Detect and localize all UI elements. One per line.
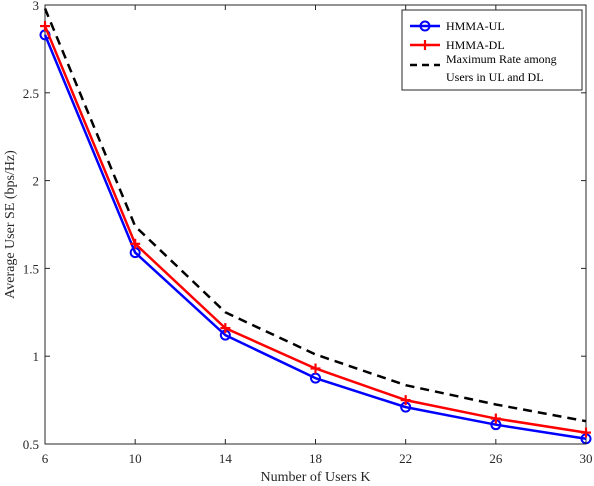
series-hmma-ul [39,29,592,445]
data-point [310,363,321,374]
legend-entry: Maximum Rate among Users in UL and DL [410,52,557,84]
legend-marker [419,20,431,32]
axes-layer: 6 10 14 18 22 26 30 0.5 1 1.5 2 2.5 3 [23,0,593,466]
y-tick-label: 2 [33,174,40,189]
y-tick-label: 2.5 [23,86,39,101]
y-tick-label: 0.5 [23,437,39,452]
legend-label: HMMA-UL [446,19,505,33]
y-tick-label: 1 [33,349,40,364]
data-point [310,372,321,384]
data-point [400,395,411,406]
y-tick-label: 3 [33,0,40,13]
x-tick-label: 14 [219,451,233,466]
legend-entry: HMMA-UL [410,19,505,33]
legend-entry: HMMA-DL [410,38,505,52]
x-tick-label: 10 [129,451,142,466]
y-tick-label: 1.5 [23,261,39,276]
series-line [43,34,587,440]
legend-box [401,9,583,91]
legend-label: HMMA-DL [446,38,505,52]
x-tick-label: 22 [399,451,412,466]
data-point [490,413,501,424]
data-point [220,323,231,334]
x-tick-label: 30 [580,451,593,466]
x-axis-label: Number of Users K [260,470,370,485]
series-maximum-rate-among-users-in-ul-and-dl [43,8,587,423]
data-point [40,21,50,32]
legend-label: Users in UL and DL [446,70,544,84]
x-tick-label: 6 [42,451,49,466]
x-tick-label: 26 [489,451,503,466]
legend-marker [420,40,430,50]
data-point [581,427,591,438]
legend-label: Maximum Rate among [446,52,557,66]
series-hmma-dl [40,21,591,438]
series-layer [39,8,592,445]
data-point [130,238,141,249]
series-line [43,8,587,423]
y-axis-label: Average User SE (bps/Hz) [3,150,18,299]
x-tick-label: 18 [309,451,322,466]
